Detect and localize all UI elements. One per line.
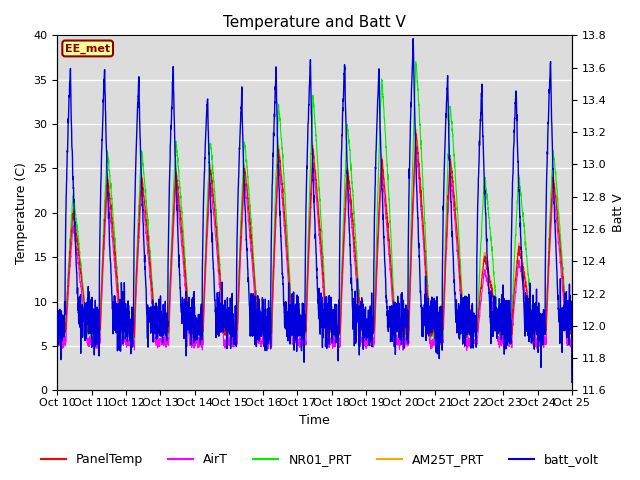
Legend: PanelTemp, AirT, NR01_PRT, AM25T_PRT, batt_volt: PanelTemp, AirT, NR01_PRT, AM25T_PRT, ba… xyxy=(36,448,604,471)
Text: EE_met: EE_met xyxy=(65,43,110,54)
Title: Temperature and Batt V: Temperature and Batt V xyxy=(223,15,406,30)
Y-axis label: Batt V: Batt V xyxy=(612,193,625,232)
Y-axis label: Temperature (C): Temperature (C) xyxy=(15,162,28,264)
X-axis label: Time: Time xyxy=(300,414,330,427)
